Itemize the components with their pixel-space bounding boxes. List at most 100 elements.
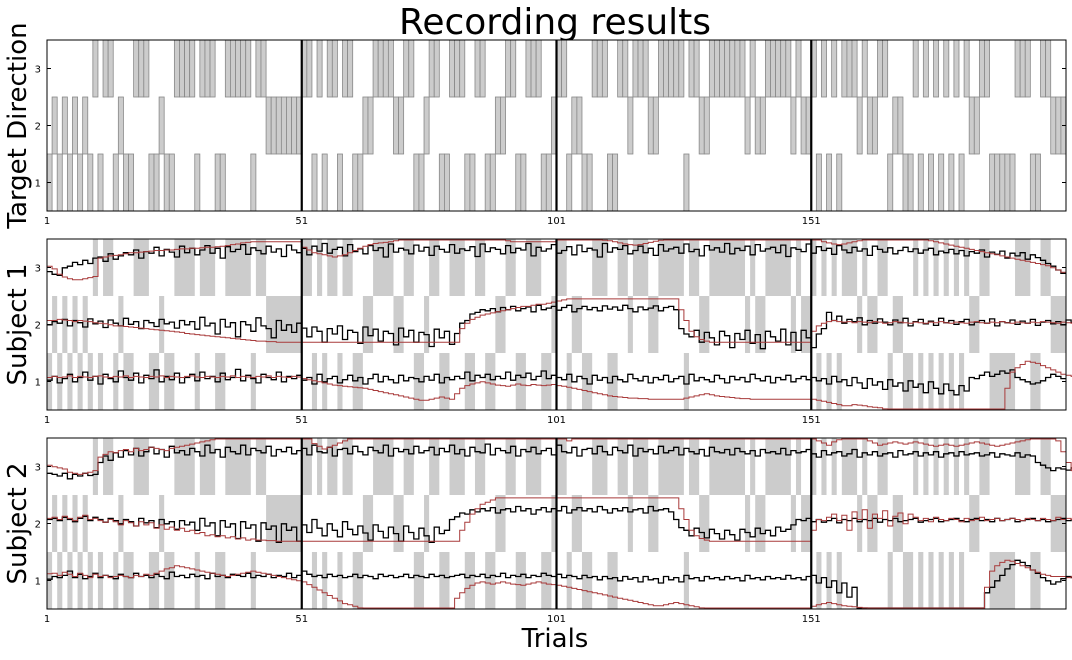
target-bar (403, 39, 410, 98)
target-bar (398, 96, 405, 155)
target-band (892, 296, 903, 353)
target-bar (1055, 96, 1062, 155)
x-tick-label: 101 (547, 415, 566, 426)
target-band (429, 438, 440, 495)
target-bar (224, 39, 231, 98)
y-tick-label: 3 (35, 264, 41, 275)
target-bar (1040, 39, 1047, 98)
red-trace-lane-3 (47, 438, 1072, 475)
x-tick-label: 151 (802, 216, 821, 227)
target-band (495, 495, 506, 552)
target-band (821, 239, 827, 296)
target-band (495, 296, 506, 353)
target-band (515, 552, 526, 609)
target-bar (581, 153, 588, 212)
target-band (474, 438, 486, 495)
target-band (164, 552, 175, 609)
target-bar (433, 39, 440, 98)
target-band (857, 296, 863, 353)
target-bar (117, 96, 124, 155)
target-band (449, 438, 465, 495)
target-band (617, 438, 628, 495)
target-bar (658, 39, 664, 98)
target-bar (372, 39, 379, 98)
target-bar (612, 153, 619, 212)
target-bar (342, 39, 349, 98)
target-band (658, 239, 684, 296)
target-bar (790, 96, 797, 155)
target-bar (989, 153, 996, 212)
target-bar (627, 96, 634, 155)
target-bar (703, 96, 710, 155)
target-band (515, 353, 526, 410)
target-bar (877, 39, 883, 98)
target-bar (688, 39, 695, 98)
target-bar (902, 153, 909, 212)
target-band (948, 353, 954, 410)
target-bar (632, 39, 639, 98)
target-bar (194, 153, 201, 212)
y-tick-label: 3 (35, 463, 41, 474)
target-band (72, 296, 78, 353)
target-band (525, 438, 542, 495)
target-bar (754, 96, 761, 155)
target-band (362, 495, 374, 552)
target-bar (449, 39, 456, 98)
red-trace-lane-1 (47, 360, 1072, 410)
target-band (342, 438, 353, 495)
target-band (82, 296, 88, 353)
target-bar (637, 39, 644, 98)
target-bar (66, 153, 73, 212)
target-bar (352, 153, 359, 212)
target-band (225, 438, 251, 495)
target-band (862, 239, 868, 296)
x-tick-label: 1 (44, 614, 50, 625)
target-band (938, 552, 944, 609)
target-band (648, 296, 659, 353)
target-bar (413, 153, 420, 212)
x-tick-label: 1 (44, 216, 50, 227)
target-band (194, 552, 200, 609)
target-band (1050, 495, 1066, 552)
target-band (1030, 552, 1041, 609)
target-bar (138, 39, 145, 98)
target-bar (897, 96, 904, 155)
target-band (933, 438, 939, 495)
target-band (403, 239, 414, 296)
target-bar (245, 39, 252, 98)
target-band (87, 552, 93, 609)
target-bar (418, 153, 425, 212)
target-bar (173, 39, 180, 98)
target-band (424, 495, 430, 552)
target-band (933, 239, 939, 296)
target-bar (133, 39, 140, 98)
target-band (699, 495, 710, 552)
target-band (311, 353, 318, 410)
target-bar (652, 96, 659, 155)
target-bar (739, 39, 746, 98)
target-bar (841, 39, 848, 98)
target-band (159, 296, 165, 353)
target-bar (489, 153, 496, 212)
target-band (831, 239, 837, 296)
x-tick-label: 101 (547, 614, 566, 625)
target-bar (408, 39, 415, 98)
target-band (52, 296, 58, 353)
target-band (525, 239, 542, 296)
target-bar (917, 153, 924, 212)
target-band (72, 495, 78, 552)
target-band (255, 239, 267, 296)
target-bar (393, 96, 399, 155)
target-bar (179, 39, 185, 98)
y-axis-label: Subject 2 (3, 462, 33, 584)
target-bar (219, 153, 226, 212)
target-bands (46, 39, 1067, 212)
target-bar (729, 39, 736, 98)
target-bar (1050, 96, 1057, 155)
target-band (1050, 296, 1066, 353)
y-tick-label: 1 (35, 577, 41, 588)
target-band (801, 296, 812, 353)
y-axis-label: Subject 1 (3, 263, 33, 385)
target-band (551, 495, 557, 552)
target-bar (780, 39, 787, 98)
